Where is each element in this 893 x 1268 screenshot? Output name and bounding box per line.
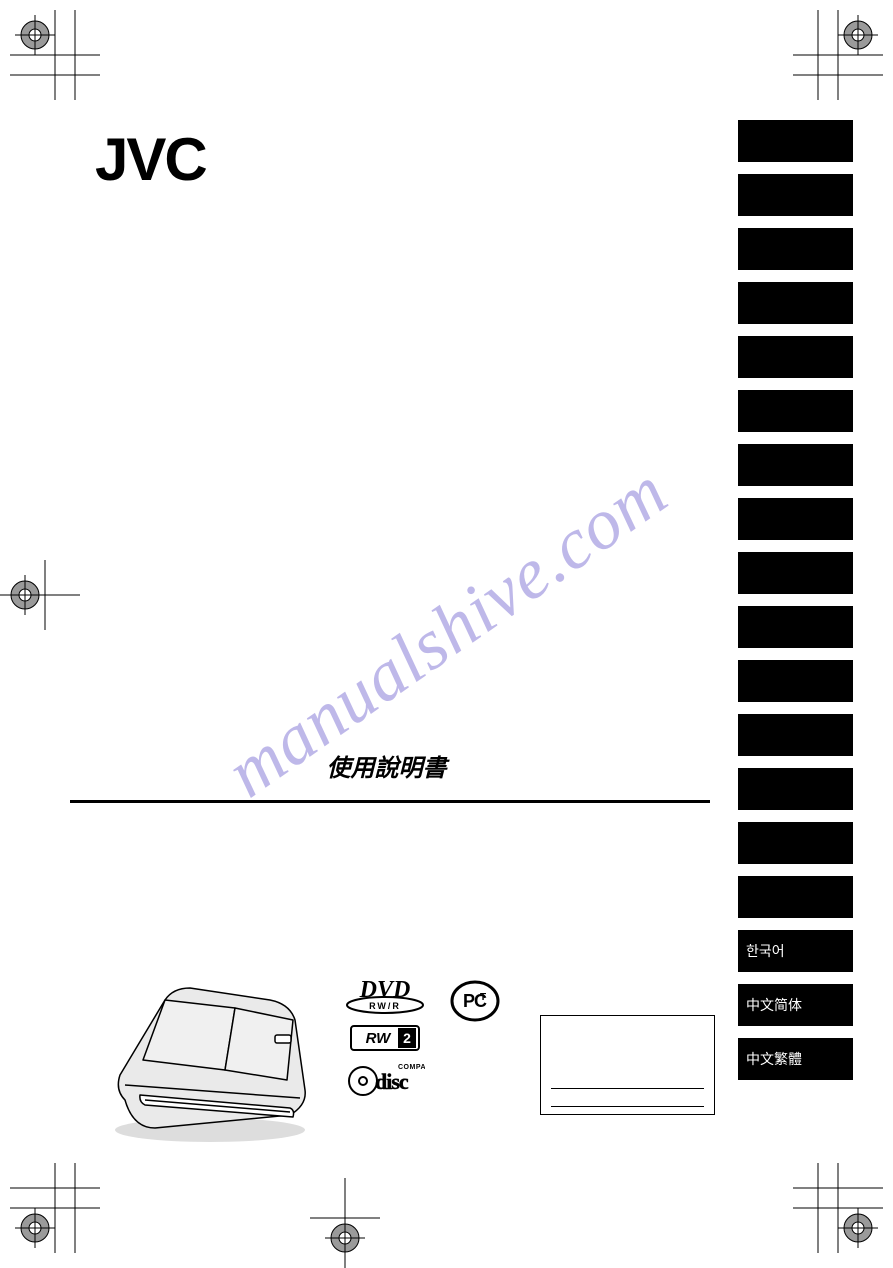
separator-line bbox=[70, 800, 710, 803]
crop-mark-bm bbox=[310, 1178, 380, 1268]
lang-tab bbox=[738, 606, 853, 648]
lang-tab bbox=[738, 228, 853, 270]
crop-mark-bl bbox=[10, 1163, 100, 1253]
box-line bbox=[551, 1088, 704, 1089]
rw-badge-icon: RW 2 bbox=[350, 1025, 420, 1051]
crop-mark-tl bbox=[10, 10, 100, 100]
media-logos: DVD RW/R RW 2 COMPACT disc disc bbox=[340, 975, 430, 1099]
cd-logo-icon: COMPACT disc disc bbox=[345, 1059, 425, 1099]
pct-certification-icon: P C T bbox=[450, 980, 500, 1027]
lang-tab bbox=[738, 552, 853, 594]
lang-tab bbox=[738, 120, 853, 162]
crop-mark-br bbox=[793, 1163, 883, 1253]
lang-tab bbox=[738, 822, 853, 864]
svg-text:2: 2 bbox=[403, 1030, 411, 1046]
language-tabs: 한국어 中文简体 中文繁體 bbox=[738, 120, 853, 1080]
svg-text:RW/R: RW/R bbox=[369, 1001, 401, 1011]
brand-logo: JVC bbox=[95, 125, 206, 194]
box-line bbox=[551, 1106, 704, 1107]
manual-subtitle: 使用說明書 bbox=[327, 748, 447, 783]
crop-mark-tr bbox=[793, 10, 883, 100]
crop-mark-ml bbox=[0, 560, 80, 630]
lang-tab bbox=[738, 390, 853, 432]
watermark-text: manualshive.com bbox=[211, 449, 682, 813]
lang-tab bbox=[738, 444, 853, 486]
lang-tab bbox=[738, 282, 853, 324]
lang-tab bbox=[738, 498, 853, 540]
svg-text:T: T bbox=[480, 992, 486, 1003]
lang-tab bbox=[738, 714, 853, 756]
svg-text:disc: disc bbox=[375, 1069, 409, 1094]
lang-tab bbox=[738, 336, 853, 378]
lang-tab-traditional-chinese: 中文繁體 bbox=[738, 1038, 853, 1080]
lang-tab bbox=[738, 660, 853, 702]
lang-tab bbox=[738, 876, 853, 918]
svg-text:DVD: DVD bbox=[359, 977, 411, 1003]
lang-tab bbox=[738, 768, 853, 810]
svg-text:RW: RW bbox=[366, 1030, 393, 1047]
lang-tab-simplified-chinese: 中文简体 bbox=[738, 984, 853, 1026]
lang-tab-korean: 한국어 bbox=[738, 930, 853, 972]
device-illustration bbox=[95, 980, 325, 1155]
info-box bbox=[540, 1015, 715, 1115]
lang-tab bbox=[738, 174, 853, 216]
dvd-logo-icon: DVD RW/R bbox=[340, 975, 430, 1017]
